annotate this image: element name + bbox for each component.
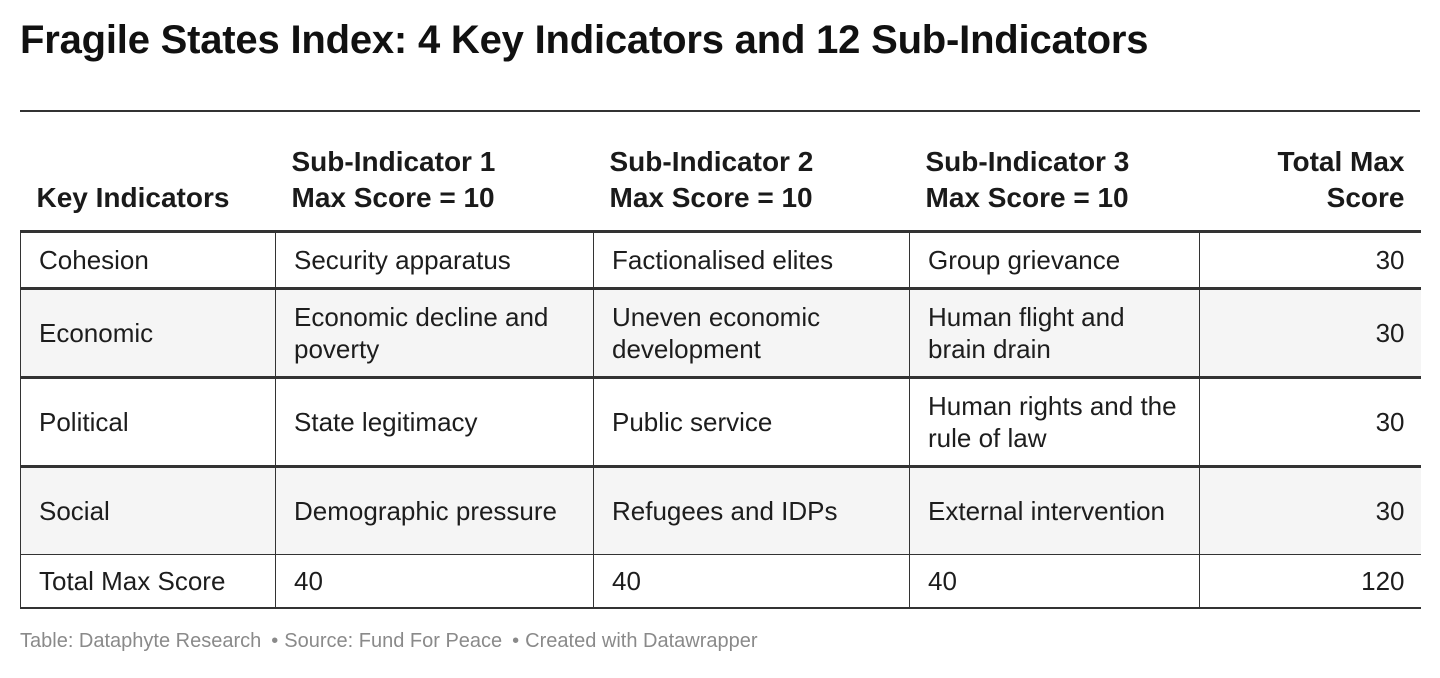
cell-sub-indicator-2: Public service <box>593 377 910 468</box>
column-header-sub-indicator-3[interactable]: Sub-Indicator 3 Max Score = 10 <box>909 112 1200 233</box>
cell-total-max-score: 30 <box>1199 377 1421 468</box>
table-row-economic: Economic Economic decline and poverty Un… <box>20 288 1421 379</box>
cell-sub-indicator-3: External intervention <box>909 466 1200 555</box>
cell-sub-indicator-3: Human rights and the rule of law <box>909 377 1200 468</box>
cell-sub-indicator-2: Refugees and IDPs <box>593 466 910 555</box>
table-row-political: Political State legitimacy Public servic… <box>20 377 1421 468</box>
cell-sub-indicator-1: Demographic pressure <box>275 466 594 555</box>
column-header-line1: Sub-Indicator 1 <box>291 146 496 177</box>
column-header-line1: Key Indicators <box>36 182 230 213</box>
cell-sub-indicator-2: 40 <box>593 554 910 609</box>
cell-sub-indicator-3: Human flight and brain drain <box>909 288 1200 379</box>
footer-separator: • <box>512 630 520 652</box>
column-header-sub-indicator-1[interactable]: Sub-Indicator 1 Max Score = 10 <box>275 112 594 233</box>
cell-total-max-score: 30 <box>1199 466 1421 555</box>
column-header-line1: Total Max <box>1277 146 1405 177</box>
column-header-total-max-score[interactable]: Total Max Score <box>1199 112 1421 233</box>
cell-sub-indicator-1: State legitimacy <box>275 377 594 468</box>
footer-source: Source: Fund For Peace <box>284 630 503 652</box>
column-header-key-indicators[interactable]: Key Indicators <box>20 112 276 233</box>
cell-key-indicator: Economic <box>20 288 276 379</box>
column-header-line2: Max Score = 10 <box>925 182 1129 213</box>
header-row: Key Indicators Sub-Indicator 1 Max Score… <box>20 112 1421 233</box>
cell-sub-indicator-1: Economic decline and poverty <box>275 288 594 379</box>
cell-sub-indicator-3: Group grievance <box>909 231 1200 290</box>
indicators-table: Key Indicators Sub-Indicator 1 Max Score… <box>20 112 1421 609</box>
chart-title: Fragile States Index: 4 Key Indicators a… <box>20 18 1149 62</box>
cell-sub-indicator-1: Security apparatus <box>275 231 594 290</box>
cell-key-indicator: Political <box>20 377 276 468</box>
cell-total-max-score: 30 <box>1199 231 1421 290</box>
cell-sub-indicator-3: 40 <box>909 554 1200 609</box>
column-header-line2: Score <box>1326 182 1405 213</box>
column-header-line1: Sub-Indicator 2 <box>609 146 814 177</box>
footer-separator: • <box>271 630 279 652</box>
cell-sub-indicator-1: 40 <box>275 554 594 609</box>
column-header-sub-indicator-2[interactable]: Sub-Indicator 2 Max Score = 10 <box>593 112 910 233</box>
footer-created-with: Created with Datawrapper <box>525 630 758 652</box>
footer-notes: Table: Dataphyte Research • Source: Fund F… <box>20 630 758 653</box>
table-row-cohesion: Cohesion Security apparatus Factionalise… <box>20 231 1421 290</box>
cell-key-indicator: Cohesion <box>20 231 276 290</box>
table-wrapper: Key Indicators Sub-Indicator 1 Max Score… <box>20 110 1421 609</box>
table-row-social: Social Demographic pressure Refugees and… <box>20 466 1421 555</box>
cell-key-indicator: Social <box>20 466 276 555</box>
cell-sub-indicator-2: Uneven economic development <box>593 288 910 379</box>
column-header-line2: Max Score = 10 <box>291 182 495 213</box>
column-header-line1: Sub-Indicator 3 <box>925 146 1130 177</box>
cell-total-max-score: 120 <box>1199 554 1421 609</box>
cell-key-indicator: Total Max Score <box>20 554 276 609</box>
table-row-total: Total Max Score 40 40 40 120 <box>20 554 1421 609</box>
cell-sub-indicator-2: Factionalised elites <box>593 231 910 290</box>
footer-table-credit: Table: Dataphyte Research <box>20 630 262 652</box>
column-header-line2: Max Score = 10 <box>609 182 813 213</box>
cell-total-max-score: 30 <box>1199 288 1421 379</box>
